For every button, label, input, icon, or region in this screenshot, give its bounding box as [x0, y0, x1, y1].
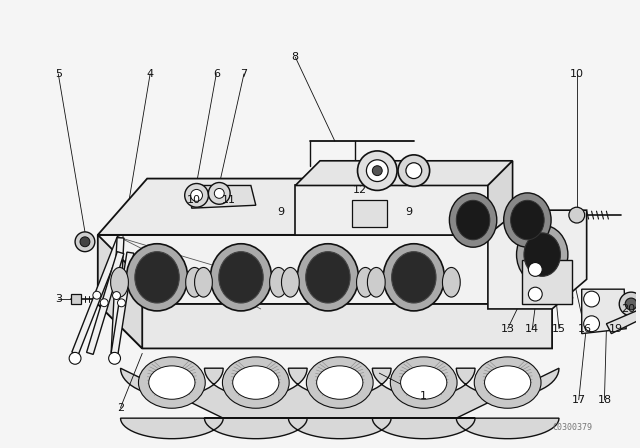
Ellipse shape: [456, 200, 490, 240]
Text: 3: 3: [55, 294, 62, 304]
Text: 15: 15: [552, 324, 566, 334]
Circle shape: [109, 353, 120, 364]
Polygon shape: [120, 368, 559, 439]
Text: 19: 19: [609, 324, 623, 334]
Polygon shape: [98, 235, 142, 349]
Polygon shape: [72, 237, 124, 355]
Circle shape: [584, 291, 600, 307]
Text: 5: 5: [55, 69, 62, 79]
Polygon shape: [98, 304, 552, 349]
Polygon shape: [607, 309, 640, 334]
Circle shape: [209, 182, 230, 204]
Polygon shape: [98, 179, 414, 235]
Ellipse shape: [111, 267, 129, 297]
Text: 4: 4: [147, 69, 154, 79]
Circle shape: [118, 299, 125, 307]
Ellipse shape: [219, 252, 263, 303]
Text: 10: 10: [187, 195, 200, 205]
Text: 16: 16: [578, 324, 591, 334]
Ellipse shape: [317, 366, 363, 399]
Circle shape: [620, 292, 640, 316]
Text: 18: 18: [597, 395, 611, 405]
Ellipse shape: [442, 267, 460, 297]
Ellipse shape: [390, 357, 457, 408]
Text: 11: 11: [222, 195, 236, 205]
Polygon shape: [295, 185, 488, 235]
Circle shape: [113, 292, 120, 300]
Text: 7: 7: [241, 69, 248, 79]
Polygon shape: [111, 237, 124, 353]
Circle shape: [372, 166, 382, 176]
Circle shape: [191, 190, 202, 201]
Ellipse shape: [127, 244, 188, 311]
Text: 9: 9: [277, 207, 284, 217]
Circle shape: [69, 353, 81, 364]
Text: 1: 1: [420, 391, 427, 401]
Polygon shape: [111, 252, 134, 354]
Ellipse shape: [269, 267, 287, 297]
Circle shape: [406, 163, 422, 179]
Circle shape: [625, 298, 637, 310]
Ellipse shape: [195, 267, 212, 297]
Text: 17: 17: [572, 395, 586, 405]
Ellipse shape: [474, 357, 541, 408]
Circle shape: [93, 291, 100, 299]
Circle shape: [100, 299, 108, 307]
Circle shape: [367, 160, 388, 181]
Text: C0300379: C0300379: [552, 423, 592, 432]
Ellipse shape: [356, 267, 374, 297]
Ellipse shape: [306, 252, 350, 303]
Text: 20: 20: [621, 304, 635, 314]
Circle shape: [185, 184, 209, 207]
Polygon shape: [351, 200, 387, 227]
Text: 10: 10: [570, 69, 584, 79]
Text: 14: 14: [525, 324, 540, 334]
Ellipse shape: [516, 225, 568, 284]
Ellipse shape: [392, 252, 436, 303]
Ellipse shape: [148, 366, 195, 399]
Ellipse shape: [367, 267, 385, 297]
Ellipse shape: [511, 200, 544, 240]
Ellipse shape: [524, 233, 561, 276]
Circle shape: [529, 287, 542, 301]
Circle shape: [358, 151, 397, 190]
Text: 13: 13: [500, 324, 515, 334]
Circle shape: [75, 232, 95, 252]
Polygon shape: [488, 161, 513, 235]
Circle shape: [569, 207, 585, 223]
Polygon shape: [191, 185, 256, 208]
Circle shape: [584, 316, 600, 332]
Text: 8: 8: [292, 52, 299, 62]
Text: 12: 12: [353, 185, 367, 195]
Ellipse shape: [223, 357, 289, 408]
Ellipse shape: [135, 252, 179, 303]
Polygon shape: [295, 161, 513, 185]
Polygon shape: [582, 289, 626, 334]
Circle shape: [398, 155, 429, 186]
Ellipse shape: [282, 267, 300, 297]
Ellipse shape: [186, 267, 204, 297]
Polygon shape: [98, 235, 567, 304]
Polygon shape: [71, 294, 81, 304]
Polygon shape: [86, 252, 124, 354]
Ellipse shape: [138, 357, 205, 408]
Ellipse shape: [233, 366, 279, 399]
Ellipse shape: [449, 193, 497, 247]
Text: 6: 6: [213, 69, 220, 79]
Circle shape: [214, 189, 224, 198]
Circle shape: [529, 263, 542, 276]
Ellipse shape: [401, 366, 447, 399]
Ellipse shape: [298, 244, 358, 311]
Polygon shape: [488, 210, 587, 309]
Ellipse shape: [211, 244, 271, 311]
Ellipse shape: [383, 244, 444, 311]
Ellipse shape: [504, 193, 551, 247]
Polygon shape: [522, 259, 572, 304]
Ellipse shape: [307, 357, 373, 408]
Text: 2: 2: [117, 403, 124, 413]
Ellipse shape: [484, 366, 531, 399]
Circle shape: [80, 237, 90, 247]
Text: 9: 9: [405, 207, 412, 217]
